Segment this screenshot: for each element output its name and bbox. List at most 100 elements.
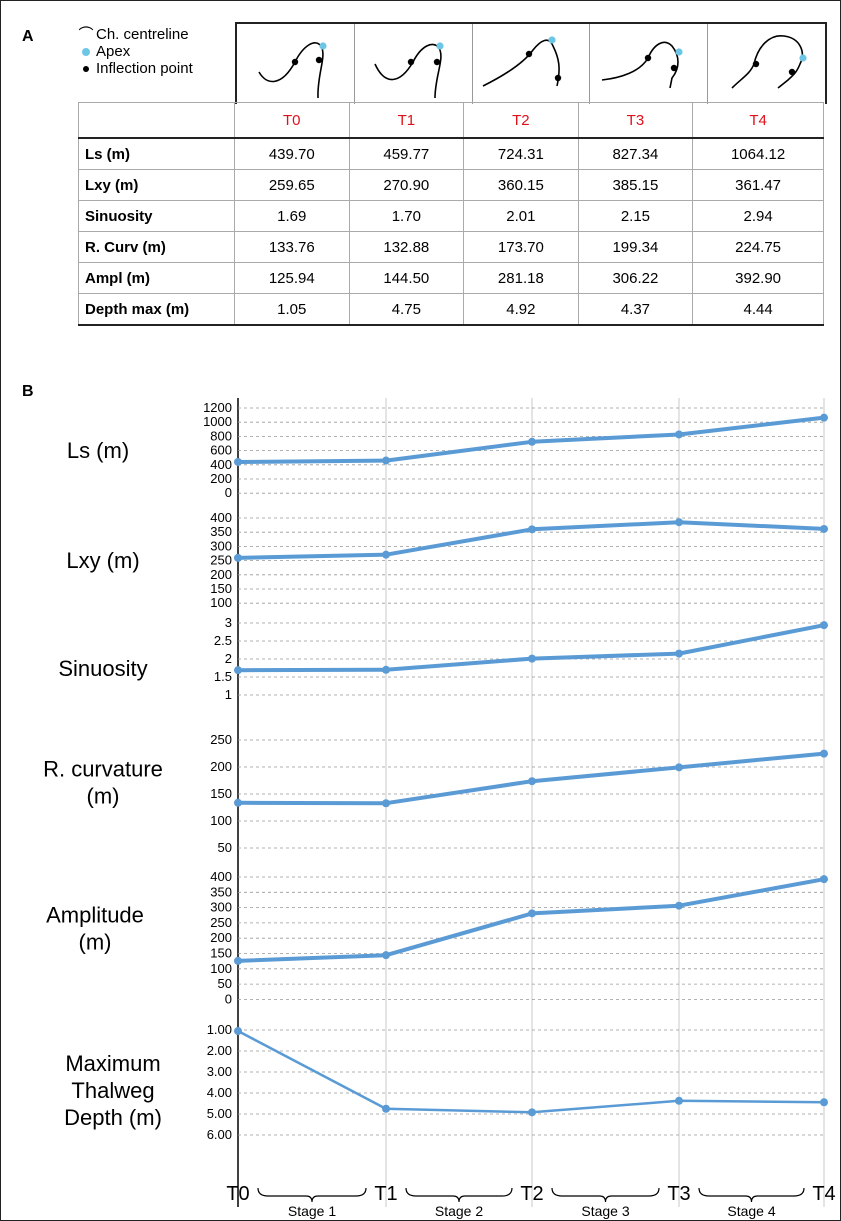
stage-brace [698, 1187, 805, 1203]
data-point [528, 909, 536, 918]
table-row: Sinuosity 1.69 1.70 2.01 2.15 2.94 [78, 200, 824, 232]
chart-label: Thalweg [71, 1078, 154, 1103]
y-tick-label: 250 [210, 915, 232, 930]
y-tick-label: 800 [210, 428, 232, 443]
data-point [382, 951, 390, 960]
data-point [675, 430, 683, 439]
data-point [820, 875, 828, 884]
stage-brace [551, 1187, 660, 1203]
chart-label: Amplitude [46, 903, 144, 928]
y-tick-label: 2.5 [214, 633, 232, 648]
table-cell: 361.47 [692, 169, 824, 201]
chart-label: (m) [87, 784, 120, 809]
thumb-t3 [590, 24, 709, 104]
legend-centreline: ⌒ Ch. centreline [76, 26, 193, 43]
data-point [382, 799, 390, 808]
table-cell: 2.01 [463, 200, 579, 232]
y-tick-label: 250 [210, 732, 232, 747]
meander-sketch-t3 [602, 41, 683, 89]
data-point [820, 1098, 828, 1107]
thumb-t4 [708, 24, 825, 104]
data-point [382, 665, 390, 674]
data-point [820, 749, 828, 758]
panel-a-label: A [22, 28, 34, 45]
data-point [528, 525, 536, 534]
table-cell: 360.15 [463, 169, 579, 201]
table-cell: 4.92 [463, 293, 579, 326]
table-row: Ls (m) 439.70 459.77 724.31 827.34 1064.… [78, 137, 824, 170]
y-tick-label: 350 [210, 524, 232, 539]
panel-b-label: B [22, 383, 34, 400]
x-tick-label: T4 [812, 1183, 835, 1205]
table-cell: 173.70 [463, 231, 579, 263]
table-cell: 1.70 [348, 200, 465, 232]
data-point [528, 654, 536, 663]
data-point [675, 901, 683, 910]
data-point [675, 518, 683, 527]
meander-sketch-t4 [731, 35, 807, 89]
y-tick-label: 200 [210, 471, 232, 486]
row-label: Ampl (m) [78, 262, 235, 294]
legend-centreline-label: Ch. centreline [96, 26, 189, 43]
thumb-t2 [473, 24, 591, 104]
table-cell: 459.77 [348, 137, 465, 170]
table-cell: 306.22 [577, 262, 694, 294]
table-cell: 199.34 [577, 231, 694, 263]
y-tick-label: 2.00 [207, 1043, 232, 1058]
col-header: T4 [692, 102, 824, 139]
table-cell: 125.94 [234, 262, 350, 294]
table-cell: 2.15 [577, 200, 694, 232]
y-tick-label: 200 [210, 930, 232, 945]
data-point [234, 956, 242, 965]
y-tick-label: 300 [210, 538, 232, 553]
stage-label: Stage 2 [435, 1203, 483, 1219]
x-tick-label: T1 [374, 1183, 397, 1205]
y-tick-label: 400 [210, 510, 232, 525]
stage-brace [405, 1187, 513, 1203]
stage-label: Stage 1 [288, 1203, 336, 1219]
y-tick-label: 1000 [203, 414, 232, 429]
table-cell: 1064.12 [692, 137, 824, 170]
chart-label: Ls (m) [67, 438, 129, 463]
data-point [382, 1104, 390, 1113]
table-cell: 385.15 [577, 169, 694, 201]
data-point [675, 1096, 683, 1105]
centreline-icon: ⌒ [78, 26, 94, 43]
table-row: Ampl (m) 125.94 144.50 281.18 306.22 392… [78, 262, 824, 294]
row-label: Sinuosity [78, 200, 235, 232]
data-point [528, 437, 536, 446]
data-point [234, 666, 242, 675]
stage-label: Stage 4 [727, 1203, 775, 1219]
data-point [820, 524, 828, 533]
series-line [237, 877, 825, 963]
y-tick-label: 100 [210, 813, 232, 828]
stage-label: Stage 3 [581, 1203, 629, 1219]
data-point [820, 413, 828, 422]
table-cell: 270.90 [348, 169, 465, 201]
col-header: T2 [463, 102, 579, 139]
y-tick-label: 1.5 [214, 669, 232, 684]
y-tick-label: 1200 [203, 400, 232, 415]
y-tick-label: 300 [210, 900, 232, 915]
col-header: T1 [348, 102, 465, 139]
table-cell: 2.94 [692, 200, 824, 232]
apex-dot-icon [82, 47, 90, 56]
meander-sketch-t1 [374, 42, 444, 99]
data-point [528, 1108, 536, 1117]
y-tick-label: 5.00 [207, 1106, 232, 1121]
inflection-dot-icon [83, 65, 89, 72]
y-tick-label: 150 [210, 786, 232, 801]
y-tick-label: 3 [225, 615, 232, 630]
y-tick-label: 50 [218, 840, 232, 855]
y-tick-label: 4.00 [207, 1085, 232, 1100]
y-tick-label: 600 [210, 443, 232, 458]
row-label: R. Curv (m) [78, 231, 235, 263]
table-cell: 392.90 [692, 262, 824, 294]
table-cell: 1.05 [234, 293, 350, 326]
table-cell: 281.18 [463, 262, 579, 294]
y-tick-label: 350 [210, 884, 232, 899]
y-tick-label: 200 [210, 759, 232, 774]
y-tick-label: 250 [210, 553, 232, 568]
data-point [820, 621, 828, 630]
